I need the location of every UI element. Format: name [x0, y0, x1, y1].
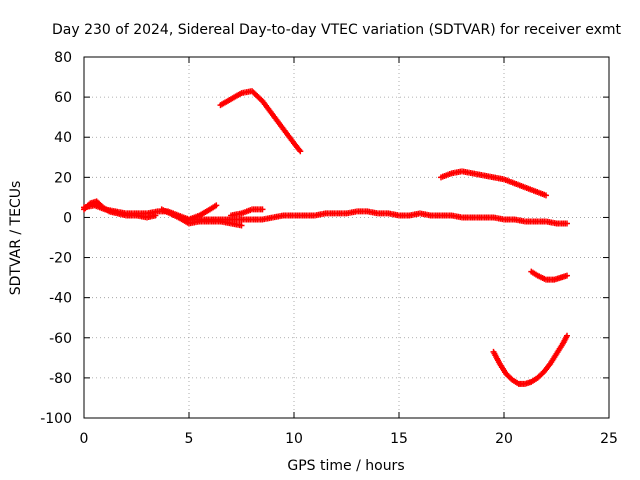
series-arc-b [81, 198, 159, 221]
y-tick-label: -20 [49, 251, 72, 267]
y-tick-label: -40 [49, 291, 72, 307]
y-tick-label: 80 [54, 50, 72, 66]
series-arc-g [438, 168, 549, 199]
x-tick-label: 0 [80, 431, 89, 447]
data-point [238, 222, 245, 229]
x-axis-label: GPS time / hours [287, 458, 404, 474]
x-tick-label: 15 [390, 431, 408, 447]
x-tick-label: 20 [495, 431, 513, 447]
x-tick-label: 25 [600, 431, 618, 447]
data-point [564, 272, 570, 279]
data-point [564, 332, 570, 339]
chart-title: Day 230 of 2024, Sidereal Day-to-day VTE… [52, 22, 622, 38]
grid [84, 57, 609, 418]
y-tick-label: -60 [49, 331, 72, 347]
y-axis-label: SDTVAR / TECUs [8, 181, 24, 296]
x-tick-label: 5 [185, 431, 194, 447]
series-arc-h [528, 268, 570, 283]
y-tick-label: 40 [54, 130, 72, 146]
y-tick-label: 20 [54, 170, 72, 186]
y-tick-label: 60 [54, 90, 72, 106]
plot-frame [83, 56, 610, 419]
series-layer [81, 88, 570, 387]
data-point [543, 192, 549, 199]
data-point [259, 206, 266, 213]
axis-ticks: 0 5 10 15 20 25 -100 -80 -60 -40 -20 0 20 40 60 80 [40, 50, 618, 447]
series-arc-f [217, 88, 304, 155]
series-arc-e [228, 206, 266, 219]
y-tick-label: -80 [49, 371, 72, 387]
x-tick-label: 10 [285, 431, 303, 447]
y-tick-label: -100 [40, 411, 72, 427]
data-point [213, 202, 220, 209]
y-tick-label: 0 [63, 210, 72, 226]
series-arc-d [186, 202, 220, 223]
series-arc-i [490, 332, 570, 387]
data-point [152, 212, 159, 219]
data-point [564, 220, 570, 227]
data-point [297, 148, 304, 155]
